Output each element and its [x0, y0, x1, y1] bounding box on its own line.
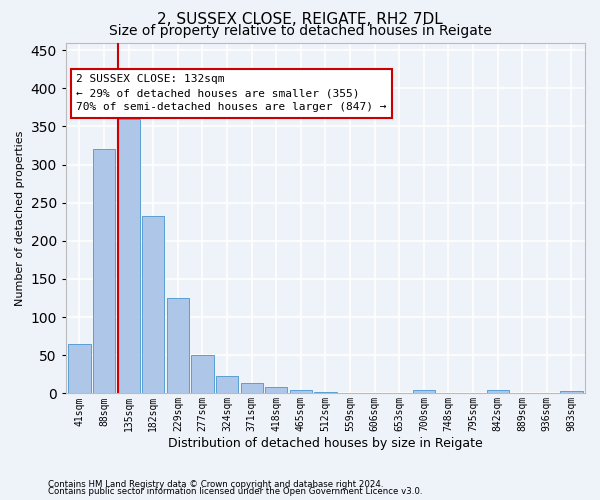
Bar	[241, 382, 263, 394]
Bar	[560, 391, 583, 394]
Bar	[265, 386, 287, 394]
Text: Size of property relative to detached houses in Reigate: Size of property relative to detached ho…	[109, 24, 491, 38]
Bar	[68, 344, 91, 394]
Bar	[93, 150, 115, 394]
Bar	[314, 392, 337, 394]
Bar	[167, 298, 189, 394]
Bar	[413, 390, 435, 394]
Bar	[191, 356, 214, 394]
Bar	[487, 390, 509, 394]
Bar	[216, 376, 238, 394]
Bar	[118, 119, 140, 394]
Y-axis label: Number of detached properties: Number of detached properties	[15, 130, 25, 306]
Text: 2 SUSSEX CLOSE: 132sqm
← 29% of detached houses are smaller (355)
70% of semi-de: 2 SUSSEX CLOSE: 132sqm ← 29% of detached…	[76, 74, 387, 112]
X-axis label: Distribution of detached houses by size in Reigate: Distribution of detached houses by size …	[168, 437, 483, 450]
Text: Contains public sector information licensed under the Open Government Licence v3: Contains public sector information licen…	[48, 487, 422, 496]
Text: Contains HM Land Registry data © Crown copyright and database right 2024.: Contains HM Land Registry data © Crown c…	[48, 480, 383, 489]
Text: 2, SUSSEX CLOSE, REIGATE, RH2 7DL: 2, SUSSEX CLOSE, REIGATE, RH2 7DL	[157, 12, 443, 28]
Bar	[290, 390, 312, 394]
Bar	[142, 216, 164, 394]
